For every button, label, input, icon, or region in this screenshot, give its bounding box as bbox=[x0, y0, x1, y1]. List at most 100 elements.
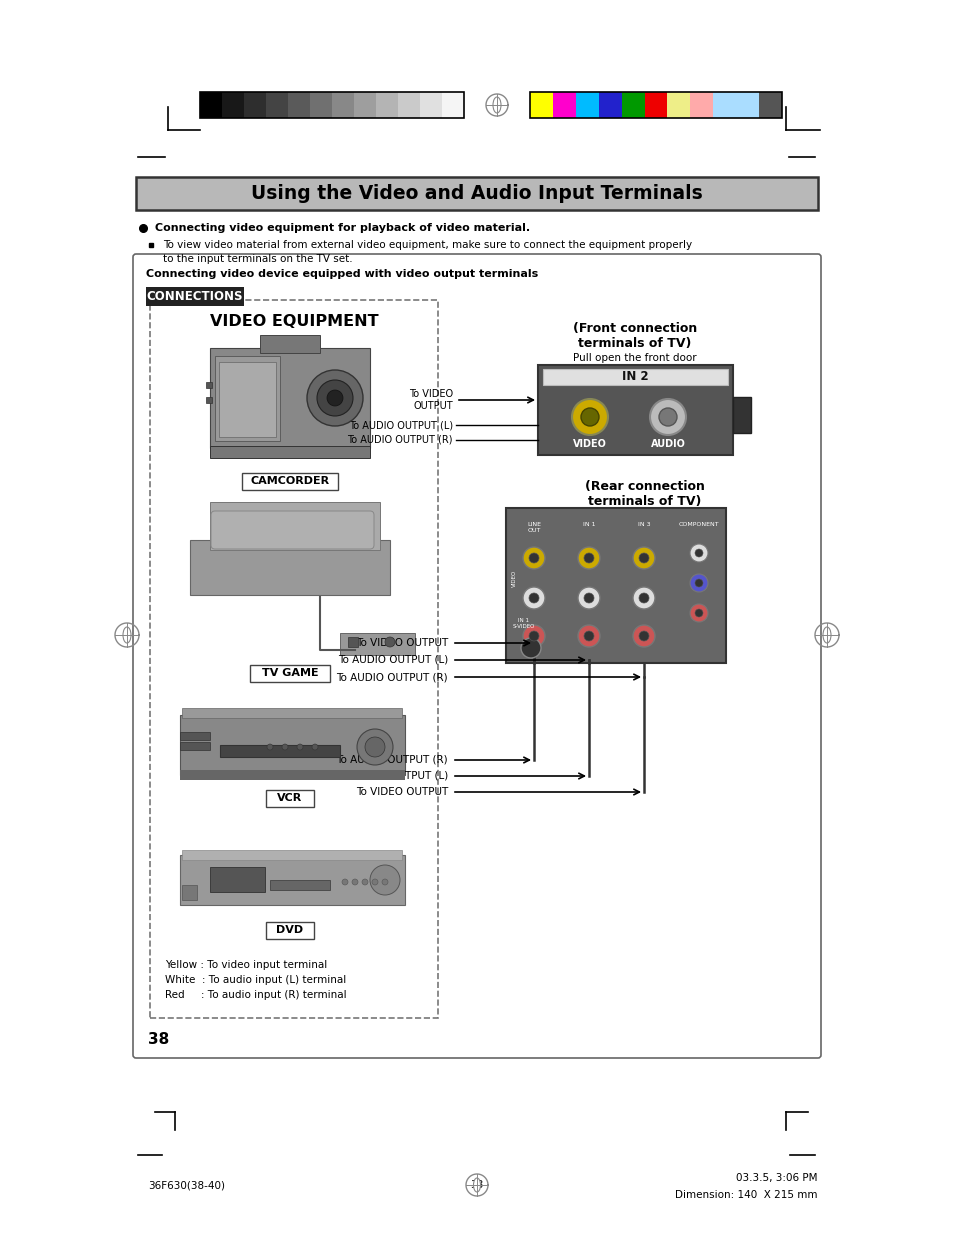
Bar bbox=[288, 91, 310, 119]
Bar bbox=[210, 348, 370, 448]
Bar bbox=[266, 923, 314, 939]
Circle shape bbox=[361, 879, 368, 885]
Bar bbox=[354, 91, 375, 119]
Bar bbox=[136, 177, 817, 210]
Text: To AUDIO OUTPUT (R): To AUDIO OUTPUT (R) bbox=[336, 672, 448, 682]
Bar bbox=[348, 637, 357, 647]
Circle shape bbox=[296, 743, 303, 750]
Circle shape bbox=[520, 638, 540, 658]
Bar bbox=[598, 91, 621, 119]
Text: To AUDIO OUTPUT (L): To AUDIO OUTPUT (L) bbox=[337, 771, 448, 781]
Text: To VIDEO OUTPUT: To VIDEO OUTPUT bbox=[355, 638, 448, 648]
Bar bbox=[397, 91, 419, 119]
Bar bbox=[206, 382, 212, 388]
Bar bbox=[222, 91, 244, 119]
Circle shape bbox=[572, 399, 607, 435]
Circle shape bbox=[341, 879, 348, 885]
Circle shape bbox=[529, 631, 538, 641]
Bar bbox=[759, 91, 781, 119]
Bar bbox=[180, 742, 210, 750]
Circle shape bbox=[649, 399, 685, 435]
Bar bbox=[180, 769, 405, 781]
Circle shape bbox=[639, 631, 648, 641]
Circle shape bbox=[659, 408, 677, 426]
Circle shape bbox=[578, 587, 599, 609]
Circle shape bbox=[381, 879, 388, 885]
Bar bbox=[260, 335, 319, 353]
Circle shape bbox=[522, 625, 544, 647]
Text: To AUDIO OUTPUT (L): To AUDIO OUTPUT (L) bbox=[337, 655, 448, 664]
Bar bbox=[266, 91, 288, 119]
Text: IN 1: IN 1 bbox=[582, 522, 595, 527]
Circle shape bbox=[365, 737, 385, 757]
Bar bbox=[146, 287, 244, 306]
Bar bbox=[150, 300, 437, 1018]
FancyBboxPatch shape bbox=[211, 511, 374, 550]
Circle shape bbox=[267, 743, 273, 750]
Circle shape bbox=[633, 625, 655, 647]
Ellipse shape bbox=[493, 98, 500, 112]
Bar bbox=[182, 708, 401, 718]
Bar bbox=[690, 91, 713, 119]
Circle shape bbox=[372, 879, 377, 885]
Text: Connecting video equipment for playback of video material.: Connecting video equipment for playback … bbox=[154, 224, 530, 233]
Bar bbox=[244, 91, 266, 119]
Bar bbox=[621, 91, 644, 119]
Bar bbox=[441, 91, 463, 119]
Bar bbox=[200, 91, 222, 119]
Bar bbox=[553, 91, 576, 119]
Text: White  : To audio input (L) terminal: White : To audio input (L) terminal bbox=[165, 974, 346, 986]
Text: 38: 38 bbox=[470, 1179, 483, 1191]
Circle shape bbox=[312, 743, 317, 750]
Text: VCR: VCR bbox=[277, 793, 302, 803]
Text: VIDEO: VIDEO bbox=[573, 438, 606, 450]
Text: Connecting video device equipped with video output terminals: Connecting video device equipped with vi… bbox=[146, 269, 537, 279]
Bar bbox=[530, 91, 553, 119]
Bar bbox=[537, 366, 732, 454]
Text: To view video material from external video equipment, make sure to connect the e: To view video material from external vid… bbox=[163, 240, 691, 249]
Ellipse shape bbox=[473, 1178, 480, 1192]
Text: (Front connection
terminals of TV): (Front connection terminals of TV) bbox=[572, 322, 697, 350]
Circle shape bbox=[522, 547, 544, 569]
Text: CONNECTIONS: CONNECTIONS bbox=[147, 290, 243, 303]
Circle shape bbox=[522, 587, 544, 609]
Circle shape bbox=[316, 380, 353, 416]
Circle shape bbox=[580, 408, 598, 426]
Circle shape bbox=[639, 553, 648, 563]
Text: IN 2: IN 2 bbox=[621, 370, 648, 384]
Bar bbox=[219, 362, 275, 437]
Circle shape bbox=[529, 593, 538, 603]
Text: AUDIO: AUDIO bbox=[650, 438, 684, 450]
Text: COMPONENT: COMPONENT bbox=[678, 522, 719, 527]
Circle shape bbox=[282, 743, 288, 750]
Ellipse shape bbox=[822, 627, 830, 643]
Bar bbox=[210, 501, 379, 550]
Bar bbox=[206, 396, 212, 403]
Text: to the input terminals on the TV set.: to the input terminals on the TV set. bbox=[163, 254, 353, 264]
Ellipse shape bbox=[123, 627, 131, 643]
Circle shape bbox=[689, 543, 707, 562]
Text: Pull open the front door: Pull open the front door bbox=[573, 353, 696, 363]
Bar bbox=[736, 91, 759, 119]
Circle shape bbox=[578, 547, 599, 569]
Bar bbox=[530, 91, 781, 119]
Circle shape bbox=[370, 864, 399, 895]
Text: To VIDEO OUTPUT: To VIDEO OUTPUT bbox=[355, 787, 448, 797]
Text: 03.3.5, 3:06 PM: 03.3.5, 3:06 PM bbox=[736, 1173, 817, 1183]
Text: 38: 38 bbox=[148, 1032, 169, 1047]
Circle shape bbox=[695, 609, 702, 618]
Bar bbox=[210, 867, 265, 892]
Circle shape bbox=[356, 729, 393, 764]
Bar bbox=[180, 732, 210, 740]
Bar bbox=[180, 715, 405, 776]
Bar bbox=[182, 850, 401, 860]
Bar bbox=[310, 91, 332, 119]
Text: IN 3: IN 3 bbox=[637, 522, 650, 527]
Bar bbox=[210, 446, 370, 458]
Bar bbox=[180, 855, 405, 905]
Circle shape bbox=[695, 550, 702, 557]
Circle shape bbox=[695, 579, 702, 587]
Bar bbox=[266, 790, 314, 806]
Circle shape bbox=[583, 553, 594, 563]
Bar bbox=[644, 91, 667, 119]
